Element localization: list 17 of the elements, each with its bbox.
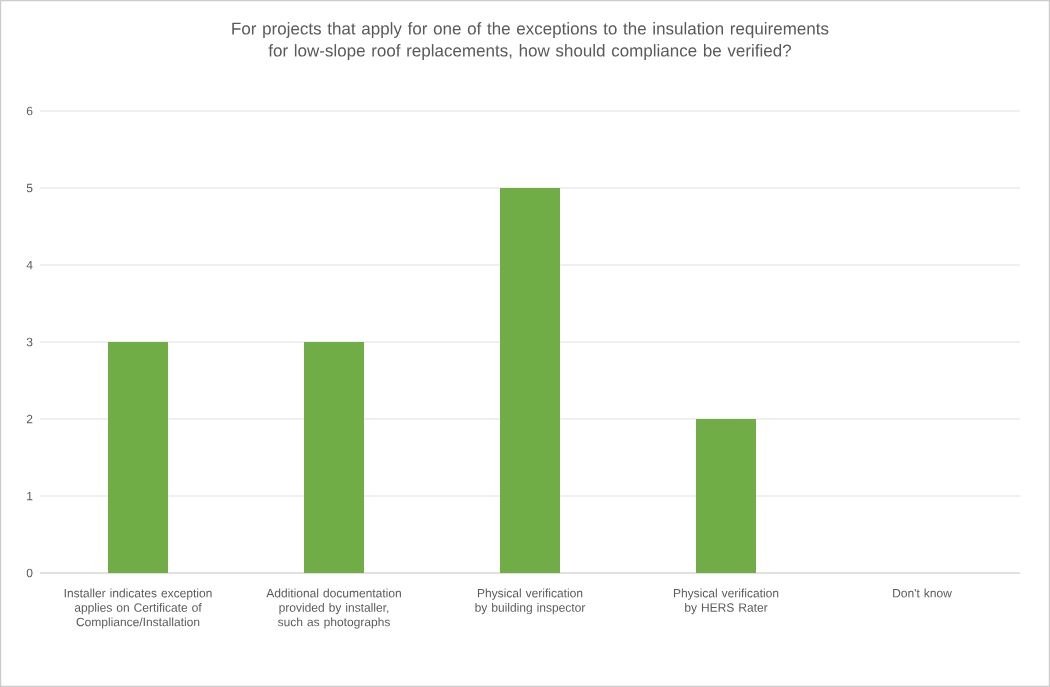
y-tick-label: 2 <box>26 414 33 424</box>
x-tick-label: Physical verification by building inspector <box>475 588 586 615</box>
bar <box>108 342 168 573</box>
y-tick-label: 3 <box>26 337 33 347</box>
y-tick-label: 4 <box>26 260 33 270</box>
bar <box>304 342 364 573</box>
chart-title: For projects that apply for one of the exceptions to the insulation requirements for low-slope roof replacements, how should compliance be verified? <box>232 22 829 60</box>
y-tick-label: 6 <box>26 106 33 116</box>
bar <box>696 419 756 573</box>
x-tick-label: Physical verification by HERS Rater <box>673 588 779 615</box>
x-tick-label: Don't know <box>893 588 952 598</box>
y-tick-label: 1 <box>27 491 33 501</box>
x-tick-label: Installer indicates exception applies on Certificate of Compliance/Installation <box>64 588 212 629</box>
bar <box>500 188 560 573</box>
x-tick-label: Additional documentation provided by installer, such as photographs <box>266 588 401 629</box>
y-tick-label: 0 <box>26 568 33 578</box>
y-tick-label: 5 <box>26 183 33 193</box>
